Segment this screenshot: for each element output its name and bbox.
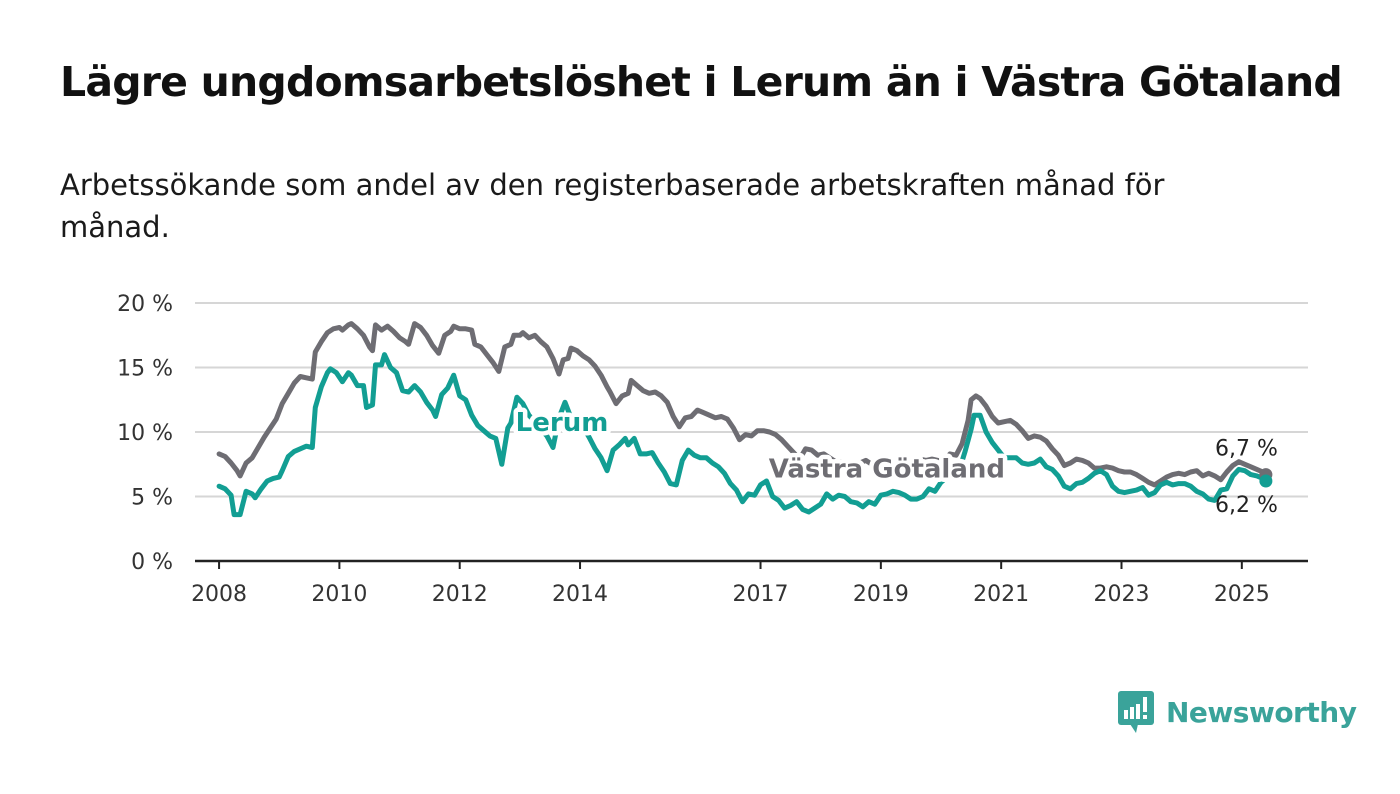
line-chart: 0 %5 %10 %15 %20 % 2008 2010 2012 2014 2017 2… [117, 292, 1308, 607]
series-end-label: 6,2 % [1215, 493, 1278, 518]
newsworthy-logo-icon [1118, 691, 1154, 733]
x-tick-label: 2010 [311, 582, 367, 607]
x-axis: 2008 2010 2012 2014 2017 2019 2021 2023 2025 [191, 559, 1308, 607]
series-label: Lerum [516, 408, 609, 438]
series-end-label: 6,7 % [1215, 437, 1278, 462]
series-line-lerum [216, 352, 1269, 518]
y-axis-ticks: 0 % 5 % 10 % 15 % 20 % [117, 292, 173, 575]
x-tick-label: 2019 [853, 582, 909, 607]
chart-title: Lägre ungdomsarbetslöshet i Lerum än i V… [60, 58, 1343, 106]
series-end-dot [1259, 474, 1273, 488]
x-tick-label: 2008 [191, 582, 247, 607]
y-tick-label: 0 % [131, 550, 173, 575]
y-tick-label: 5 % [131, 486, 173, 511]
chart-subtitle: Arbetssökande som andel av den registerb… [60, 168, 1165, 244]
x-tick-label: 2012 [432, 582, 488, 607]
series-lines [216, 321, 1273, 518]
x-tick-label: 2017 [733, 582, 789, 607]
y-tick-label: 15 % [117, 357, 173, 382]
brand-name: Newsworthy [1166, 695, 1357, 729]
x-tick-label: 2014 [552, 582, 608, 607]
series-labels: 6,7 % 6,2 % Lerum Västra Götaland [511, 403, 1278, 518]
series-label: Västra Götaland [769, 454, 1005, 484]
y-tick-label: 10 % [117, 421, 173, 446]
series-line-vastra-gotaland [216, 321, 1269, 488]
y-tick-label: 20 % [117, 292, 173, 317]
x-tick-label: 2023 [1093, 582, 1149, 607]
x-tick-label: 2021 [973, 582, 1029, 607]
grid-lines [195, 302, 1308, 498]
x-tick-label: 2025 [1214, 582, 1270, 607]
newsworthy-logo: Newsworthy [1118, 690, 1357, 734]
